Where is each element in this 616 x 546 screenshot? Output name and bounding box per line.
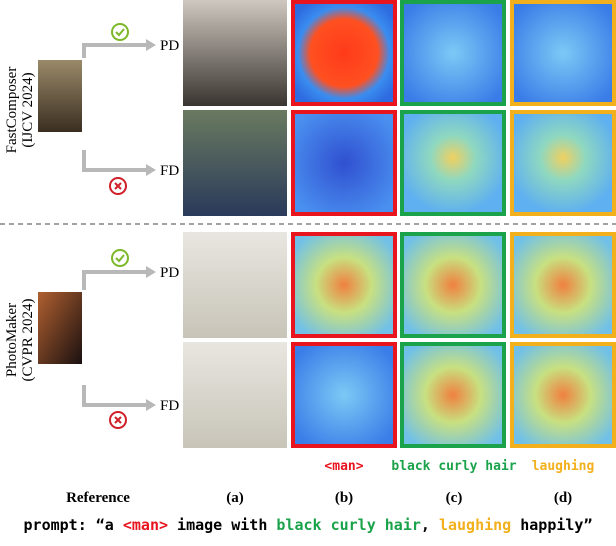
prompt: prompt: “a <man> image with black curly … <box>0 516 616 534</box>
prompt-text: image with <box>168 516 277 534</box>
column-label: Reference <box>66 490 130 506</box>
prompt-token: black curly hair <box>276 516 421 534</box>
column-label: (c) <box>446 490 463 506</box>
prompt-text: happily” <box>511 516 593 534</box>
generated-image <box>183 232 287 338</box>
column-label: (b) <box>335 490 353 506</box>
token-label: <man> <box>324 459 363 474</box>
heatmap <box>291 110 397 216</box>
prompt-text: prompt: “a <box>23 516 123 534</box>
heatmap <box>291 342 397 448</box>
token-label: laughing <box>532 459 595 474</box>
prompt-token: <man> <box>122 516 169 534</box>
row-label: FD <box>160 398 179 414</box>
row-label: PD <box>160 265 179 281</box>
heatmap <box>510 342 616 448</box>
check-icon <box>111 23 129 267</box>
generated-image <box>183 0 287 106</box>
cross-icon <box>109 177 127 429</box>
token-label: black curly hair <box>391 459 516 474</box>
method-venue: (IJCV 2024) <box>20 72 36 147</box>
row-label: FD <box>160 163 179 179</box>
heatmap <box>510 0 616 106</box>
heatmap <box>400 232 506 338</box>
prompt-text: , <box>420 516 439 534</box>
heatmap <box>510 232 616 338</box>
reference-image <box>38 60 82 132</box>
method-venue: (CVPR 2024) <box>20 299 36 382</box>
heatmap <box>400 110 506 216</box>
generated-image <box>183 110 287 216</box>
reference-image <box>38 292 82 364</box>
prompt-token: laughing <box>438 516 512 534</box>
generated-image <box>183 342 287 448</box>
heatmap <box>510 110 616 216</box>
heatmap <box>291 232 397 338</box>
column-label: (d) <box>554 490 572 506</box>
column-label: (a) <box>226 490 244 506</box>
arrows <box>82 43 148 407</box>
heatmap <box>400 342 506 448</box>
arrow-heads <box>146 39 156 411</box>
heatmaps <box>291 0 616 448</box>
heatmap <box>291 0 397 106</box>
method-name: FastComposer <box>4 67 20 154</box>
row-label: PD <box>160 38 179 54</box>
method-name: PhotoMaker <box>4 303 20 377</box>
heatmap <box>400 0 506 106</box>
